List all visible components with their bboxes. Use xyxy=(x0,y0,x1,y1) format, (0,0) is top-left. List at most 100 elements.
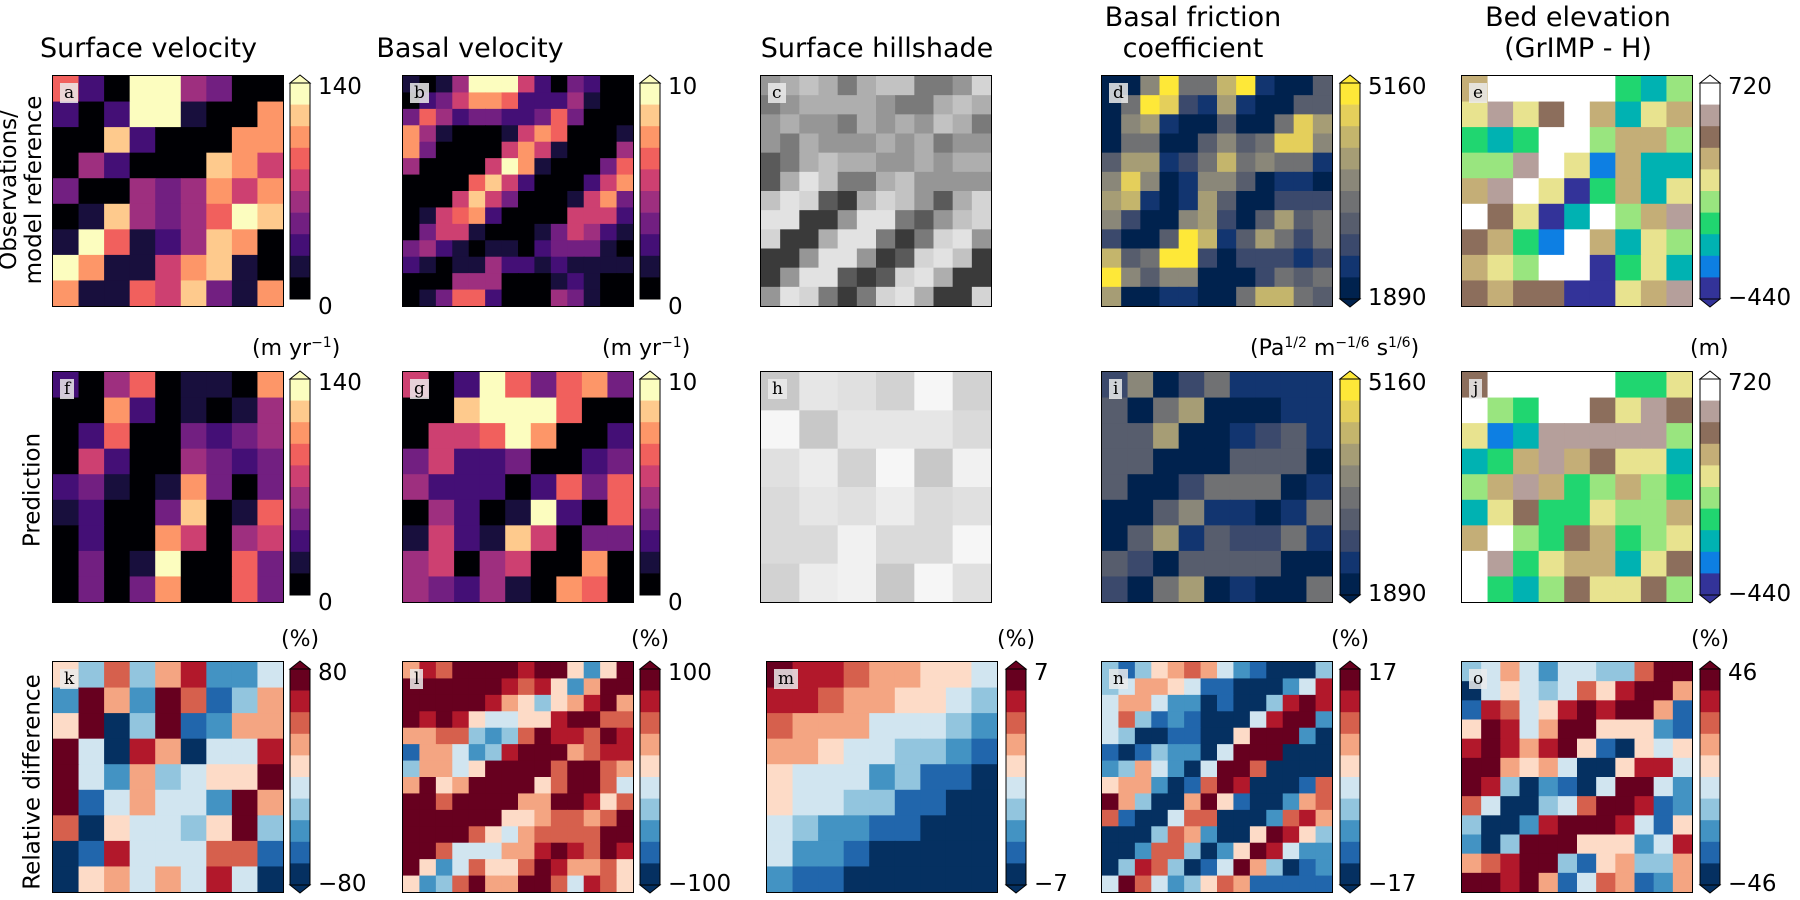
field-cell xyxy=(945,789,973,817)
field-cell xyxy=(914,525,954,565)
field-cell xyxy=(933,210,954,231)
field-cell xyxy=(1306,423,1332,450)
field-cell xyxy=(419,826,437,844)
panel-label: k xyxy=(60,669,79,689)
field-cell xyxy=(952,487,991,527)
field-cell xyxy=(1274,267,1295,288)
field-cell xyxy=(1500,681,1521,702)
field-cell xyxy=(920,840,947,868)
field-cell xyxy=(1233,744,1251,762)
colorbar-segment xyxy=(290,863,310,886)
field-cell xyxy=(435,777,453,795)
field-cell xyxy=(1564,254,1591,282)
field-cell xyxy=(1236,191,1257,211)
field-cell xyxy=(231,713,259,740)
field-cell xyxy=(799,210,820,231)
field-cell xyxy=(1312,114,1332,135)
field-cell xyxy=(1672,681,1692,702)
field-cell xyxy=(435,826,453,844)
field-cell xyxy=(1118,859,1136,877)
field-cell xyxy=(1233,859,1251,877)
field-cell xyxy=(403,273,421,291)
field-cell xyxy=(1462,834,1482,855)
field-cell xyxy=(1513,448,1540,475)
field-cell xyxy=(1229,576,1257,602)
field-cell xyxy=(403,875,421,892)
field-cell xyxy=(1159,152,1180,173)
field-cell xyxy=(1274,114,1295,135)
panel-label: j xyxy=(1469,379,1483,399)
field-cell xyxy=(180,152,208,179)
field-cell xyxy=(1282,875,1300,892)
field-cell xyxy=(1315,793,1332,811)
field-cell xyxy=(1557,796,1578,817)
field-cell xyxy=(556,448,583,475)
field-cell xyxy=(452,240,470,258)
field-cell xyxy=(895,286,916,306)
field-cell xyxy=(1200,793,1218,811)
field-cell xyxy=(876,191,896,211)
field-cell xyxy=(1312,152,1332,173)
field-cell xyxy=(104,525,131,552)
field-cell xyxy=(1159,133,1180,154)
field-cell xyxy=(129,499,156,527)
field-cell xyxy=(1306,372,1332,399)
field-cell xyxy=(1167,711,1185,729)
field-cell xyxy=(468,875,486,892)
field-cell xyxy=(869,738,896,765)
field-cell xyxy=(78,448,105,475)
tick-diff-hillshade-min: −7 xyxy=(1034,871,1068,897)
field-cell xyxy=(837,152,858,173)
field-cell xyxy=(1134,809,1152,827)
field-cell xyxy=(419,694,437,712)
field-cell xyxy=(1538,757,1559,778)
field-cell xyxy=(616,273,633,291)
field-cell xyxy=(257,738,283,765)
field-cell xyxy=(1564,372,1591,399)
field-cell xyxy=(550,842,568,860)
field-cell xyxy=(1500,815,1521,836)
field-cell xyxy=(155,576,182,602)
field-cell xyxy=(1577,872,1597,892)
field-cell xyxy=(583,158,601,176)
field-cell xyxy=(1127,474,1154,501)
field-cell xyxy=(104,229,131,256)
field-cell xyxy=(1538,815,1559,836)
field-cell xyxy=(1564,550,1591,578)
colorbar-segment xyxy=(640,755,660,778)
field-cell xyxy=(583,223,601,241)
field-cell xyxy=(1249,711,1267,729)
field-cell xyxy=(435,141,453,159)
field-cell xyxy=(1557,872,1578,892)
field-cell xyxy=(767,687,794,714)
colorbar-segment xyxy=(290,277,310,300)
field-cell xyxy=(1217,744,1235,762)
row-label-prediction: Prediction xyxy=(19,432,46,548)
field-cell xyxy=(1249,826,1267,844)
field-cell xyxy=(1167,727,1185,745)
field-cell xyxy=(1134,842,1152,860)
field-cell xyxy=(1282,744,1300,762)
field-cell xyxy=(1672,719,1692,740)
field-cell xyxy=(403,550,430,578)
field-cell xyxy=(1538,76,1565,103)
colorbar-segment xyxy=(1700,777,1720,799)
field-cell xyxy=(501,273,519,291)
field-cell xyxy=(428,448,455,475)
field-cell xyxy=(180,448,208,475)
field-cell xyxy=(583,273,601,291)
field-cell xyxy=(1481,757,1502,778)
field-cell xyxy=(1589,550,1617,578)
field-cell xyxy=(1672,777,1692,797)
field-cell xyxy=(180,254,208,282)
field-cell xyxy=(837,133,858,154)
colorbar-segment xyxy=(1700,712,1720,735)
field-cell xyxy=(104,254,131,282)
field-cell xyxy=(869,840,896,868)
colorbar-segment xyxy=(1340,83,1360,105)
field-cell xyxy=(1462,397,1489,424)
field-cell xyxy=(1299,744,1317,762)
field-cell xyxy=(1557,834,1578,855)
field-cell xyxy=(1229,525,1257,552)
field-cell xyxy=(1197,286,1218,306)
